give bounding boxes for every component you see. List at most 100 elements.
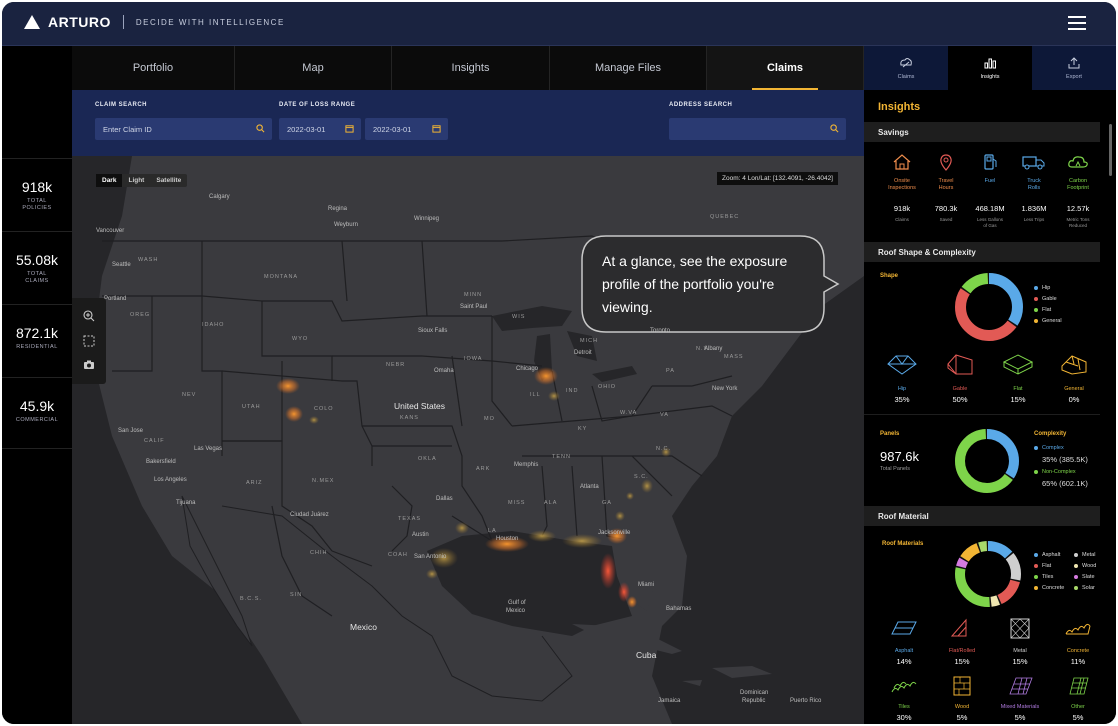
- calendar-icon[interactable]: [345, 124, 354, 133]
- atlantic-ocean: [652, 276, 864, 724]
- map-label: Albany: [704, 346, 723, 352]
- tab-insights[interactable]: Insights: [392, 46, 550, 90]
- address-search-input[interactable]: [669, 118, 846, 140]
- camera-icon[interactable]: [83, 359, 95, 371]
- savings-header: Savings: [864, 122, 1100, 142]
- map-label: N.C.: [656, 446, 671, 452]
- stat-value: 55.08k: [15, 252, 59, 268]
- donut-segment-hip[interactable]: [955, 273, 1023, 341]
- claim-heatmap: [276, 367, 671, 608]
- donut-segment-gable[interactable]: [955, 273, 1023, 341]
- panel-scrollbar[interactable]: [1109, 124, 1112, 176]
- shape-pct: 50%: [952, 395, 968, 404]
- calendar-icon[interactable]: [432, 124, 441, 133]
- donut-segment-metal[interactable]: [955, 541, 1021, 607]
- stat-label: RESIDENTIAL: [16, 344, 58, 350]
- logo[interactable]: ARTURO DECIDE WITH INTELLIGENCE: [24, 14, 285, 30]
- donut-segment-tiles[interactable]: [955, 541, 1021, 607]
- legend-item: Wood: [1074, 563, 1096, 569]
- map-label: Vancouver: [96, 228, 125, 234]
- stat-value: 918k: [21, 179, 53, 195]
- material-pct: 5%: [1072, 713, 1084, 722]
- material-pct: 14%: [896, 657, 912, 666]
- heat-cluster: [618, 582, 630, 602]
- savings-label: Truck Rolls: [1027, 178, 1041, 191]
- complexity-label: Complexity: [1034, 431, 1067, 437]
- hip-roof-icon: [887, 355, 917, 375]
- map-label: W.VA: [620, 410, 638, 416]
- date-from-input[interactable]: 2022-03-01: [279, 118, 361, 140]
- material-donut-chart: [955, 541, 1021, 607]
- heat-cluster: [627, 596, 637, 608]
- material-name: Flat/Rolled: [948, 648, 976, 654]
- complex-value: 35% (385.5K): [1042, 455, 1088, 464]
- map-label: N.Y.: [696, 346, 710, 352]
- gable-roof-icon: [947, 354, 973, 375]
- other-material-icon: [1069, 677, 1089, 695]
- stat-total-claims: 55.08k TOTAL CLAIMS: [2, 231, 72, 303]
- savings-sub: Metric Tons Reduced: [1066, 217, 1090, 228]
- material-asphalt: Asphalt 14%: [880, 618, 928, 666]
- lake-erie: [592, 366, 637, 382]
- map-label: CALIF: [144, 438, 165, 444]
- shape-name: Hip: [897, 386, 907, 392]
- right-tab-claims[interactable]: Claims: [864, 46, 948, 90]
- claims-map[interactable]: Calgary Vancouver Seattle WASH Portland …: [72, 156, 864, 724]
- section-divider: [864, 414, 1100, 415]
- donut-segment-complex[interactable]: [955, 429, 1019, 493]
- tab-map[interactable]: Map: [235, 46, 392, 90]
- complexity-donut-chart: [955, 429, 1019, 493]
- address-search-label: ADDRESS SEARCH: [669, 102, 733, 108]
- map-label: Weyburn: [334, 222, 358, 228]
- map-style-light[interactable]: Light: [128, 177, 145, 184]
- heat-cluster: [562, 534, 602, 548]
- map-label: B.C.S.: [240, 596, 262, 602]
- panels-label: Panels: [880, 431, 900, 437]
- savings-value: 918k: [893, 204, 911, 213]
- right-tab-export[interactable]: Export: [1032, 46, 1116, 90]
- roof-material-header: Roof Material: [864, 506, 1100, 526]
- material-wood: Wood 5%: [938, 676, 986, 722]
- map-label: MINN: [464, 292, 483, 298]
- map-label: Chicago: [516, 366, 539, 372]
- tab-claims[interactable]: Claims: [707, 46, 864, 90]
- savings-sub: Less Gallons of Gas: [976, 217, 1003, 228]
- right-tab-label: Insights: [980, 73, 1000, 80]
- logo-icon: [24, 15, 40, 29]
- lake-huron: [567, 331, 597, 361]
- material-name: Metal: [1013, 648, 1027, 654]
- map-label: Toronto: [650, 328, 671, 334]
- search-icon[interactable]: [830, 124, 839, 133]
- map-label: United States: [394, 401, 446, 411]
- savings-label: Onsite Inspections: [888, 178, 916, 191]
- map-label: NEV: [182, 392, 197, 398]
- map-style-dark[interactable]: Dark: [96, 174, 123, 187]
- savings-sub: Saved: [939, 217, 953, 222]
- map-style-satellite[interactable]: Satellite: [156, 177, 182, 184]
- stat-total-policies: 918k TOTAL POLICIES: [2, 158, 72, 230]
- stats-column: 918k TOTAL POLICIES 55.08k TOTAL CLAIMS 87…: [2, 46, 72, 724]
- claim-id-placeholder: Enter Claim ID: [103, 125, 152, 134]
- select-area-icon[interactable]: [83, 335, 95, 347]
- donut-segment-non-complex[interactable]: [955, 429, 1019, 493]
- gulf-of-mexico: [427, 531, 632, 636]
- heat-cluster: [309, 416, 319, 424]
- tab-manage-files[interactable]: Manage Files: [550, 46, 707, 90]
- date-to-input[interactable]: 2022-03-01: [365, 118, 448, 140]
- map-label: MO: [484, 416, 495, 422]
- hamburger-menu-icon[interactable]: [1068, 16, 1086, 30]
- map-label: Jacksonville: [598, 530, 631, 536]
- legend-item: Hip: [1034, 285, 1050, 291]
- legend-item: Metal: [1074, 552, 1095, 558]
- tab-portfolio[interactable]: Portfolio: [72, 46, 235, 90]
- legend-item: Complex: [1034, 445, 1064, 451]
- truck-icon: [1022, 156, 1045, 170]
- zoom-in-icon[interactable]: [83, 310, 95, 322]
- legend-item: Tiles: [1034, 574, 1053, 580]
- shape-donut-chart: [955, 273, 1023, 341]
- claim-id-input[interactable]: Enter Claim ID: [95, 118, 272, 140]
- right-tab-insights[interactable]: Insights: [948, 46, 1032, 90]
- donut-segment-asphalt[interactable]: [955, 541, 1021, 607]
- search-icon[interactable]: [256, 124, 265, 133]
- map-label: Sioux Falls: [418, 328, 448, 334]
